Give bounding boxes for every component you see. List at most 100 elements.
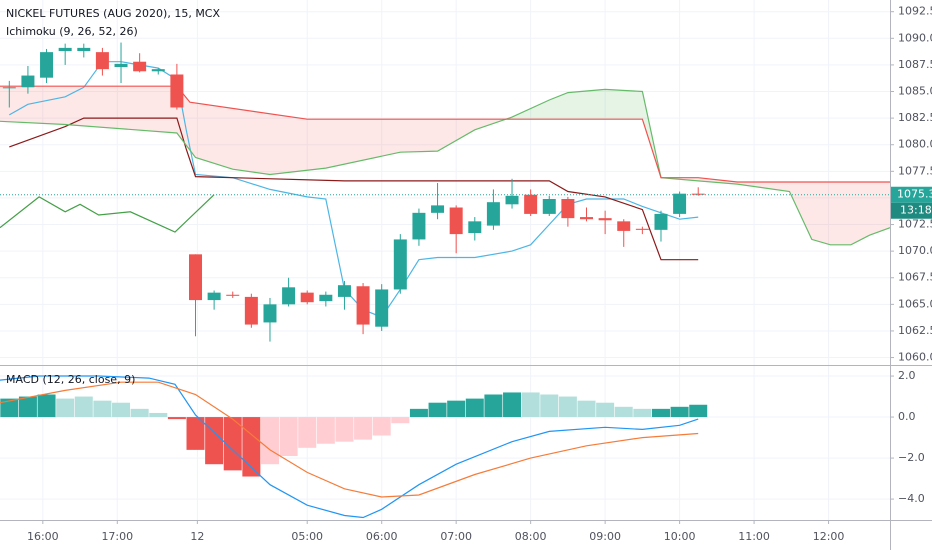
- y-tick-label: −4.0: [898, 492, 925, 505]
- candle-body: [449, 207, 463, 235]
- last-price-box: [891, 186, 932, 203]
- x-tick-label: 16:00: [27, 530, 59, 543]
- candle-body: [524, 194, 538, 214]
- indicator-label: Ichimoku (9, 26, 52, 26): [6, 25, 138, 38]
- candle-body: [654, 213, 668, 230]
- histogram-bar: [74, 396, 93, 418]
- histogram-bar: [447, 400, 466, 418]
- histogram-bar: [577, 400, 596, 418]
- indicator-line: [9, 117, 699, 261]
- candle-body: [635, 228, 649, 230]
- y-tick-label: 1077.5: [898, 164, 932, 177]
- candle-body: [673, 193, 687, 214]
- y-tick-label: 1062.5: [898, 324, 932, 337]
- candle-body: [300, 292, 314, 303]
- histogram-bar: [37, 394, 56, 418]
- x-tick-label: 11:00: [738, 530, 770, 543]
- candle-body: [58, 47, 72, 52]
- y-tick-label: 2.0: [898, 369, 916, 382]
- candle-body: [337, 285, 351, 297]
- histogram-bar: [18, 396, 37, 418]
- histogram-bar: [149, 412, 168, 418]
- candle-body: [598, 218, 612, 221]
- candle-body: [412, 212, 426, 240]
- candle-body: [189, 254, 203, 301]
- chart-title: NICKEL FUTURES (AUG 2020), 15, MCX: [6, 7, 220, 20]
- y-tick-label: 1092.5: [898, 5, 932, 18]
- candle-body: [207, 292, 221, 301]
- y-tick-label: 1060.0: [898, 351, 932, 364]
- histogram-bar: [186, 417, 205, 450]
- y-tick-label: 1085.0: [898, 85, 932, 98]
- countdown-box: [891, 202, 932, 219]
- candle-body: [319, 294, 333, 302]
- last-price-label: 1075.3: [897, 188, 932, 201]
- candle-body: [356, 286, 370, 325]
- y-tick-label: 1072.5: [898, 218, 932, 231]
- indicator-line: [0, 375, 699, 519]
- candle-body: [2, 87, 16, 89]
- candle-body: [77, 47, 91, 52]
- histogram-bar: [670, 406, 689, 418]
- x-tick-label: 09:00: [589, 530, 621, 543]
- histogram-bar: [372, 417, 391, 436]
- candle-body: [691, 193, 705, 195]
- histogram-bar: [205, 417, 224, 465]
- histogram-bar: [354, 417, 373, 440]
- histogram-bar: [130, 408, 149, 418]
- histogram-bar: [391, 417, 410, 424]
- histogram-bar: [503, 392, 522, 418]
- x-tick-label: 07:00: [440, 530, 472, 543]
- histogram-bar: [112, 402, 131, 418]
- y-tick-label: 0.0: [898, 410, 916, 423]
- candle-body: [21, 75, 35, 88]
- y-tick-label: 1090.0: [898, 31, 932, 44]
- histogram-bar: [558, 396, 577, 418]
- histogram-bar: [614, 406, 633, 418]
- countdown-label: 13:18: [900, 204, 932, 217]
- histogram-bar: [316, 417, 335, 444]
- y-tick-label: 1067.5: [898, 271, 932, 284]
- candle-body: [151, 69, 165, 72]
- histogram-bar: [279, 417, 298, 457]
- candle-body: [393, 239, 407, 290]
- candle-body: [170, 74, 184, 108]
- histogram-bar: [56, 398, 75, 418]
- histogram-bar: [521, 392, 540, 418]
- candle-body: [95, 52, 109, 70]
- candle-body: [468, 221, 482, 234]
- histogram-bar: [651, 408, 670, 418]
- candle-body: [133, 61, 147, 72]
- histogram-bar: [689, 404, 708, 418]
- histogram-bar: [596, 402, 615, 418]
- candle-body: [617, 221, 631, 231]
- x-tick-label: 08:00: [515, 530, 547, 543]
- candle-body: [40, 52, 54, 78]
- histogram-bar: [242, 417, 261, 477]
- histogram-bar: [540, 394, 559, 418]
- histogram-bar: [167, 417, 186, 420]
- y-tick-label: −2.0: [898, 451, 925, 464]
- y-tick-label: 1070.0: [898, 244, 932, 257]
- histogram-bar: [223, 417, 242, 471]
- candle-body: [244, 296, 258, 325]
- x-tick-label: 12: [190, 530, 204, 543]
- y-tick-label: 1087.5: [898, 58, 932, 71]
- histogram-bar: [633, 408, 652, 418]
- candle-body: [114, 63, 128, 68]
- candle-body: [263, 304, 277, 323]
- y-tick-label: 1065.0: [898, 297, 932, 310]
- histogram-bar: [298, 417, 317, 448]
- candle-body: [580, 217, 594, 220]
- candle-body: [486, 202, 500, 226]
- histogram-bar: [428, 402, 447, 418]
- macd-label: MACD (12, 26, close, 9): [6, 373, 135, 386]
- x-tick-label: 12:00: [813, 530, 845, 543]
- candle-body: [561, 198, 575, 219]
- candle-body: [542, 198, 556, 214]
- indicator-line: [0, 194, 215, 233]
- indicator-line: [0, 88, 891, 246]
- x-tick-label: 06:00: [366, 530, 398, 543]
